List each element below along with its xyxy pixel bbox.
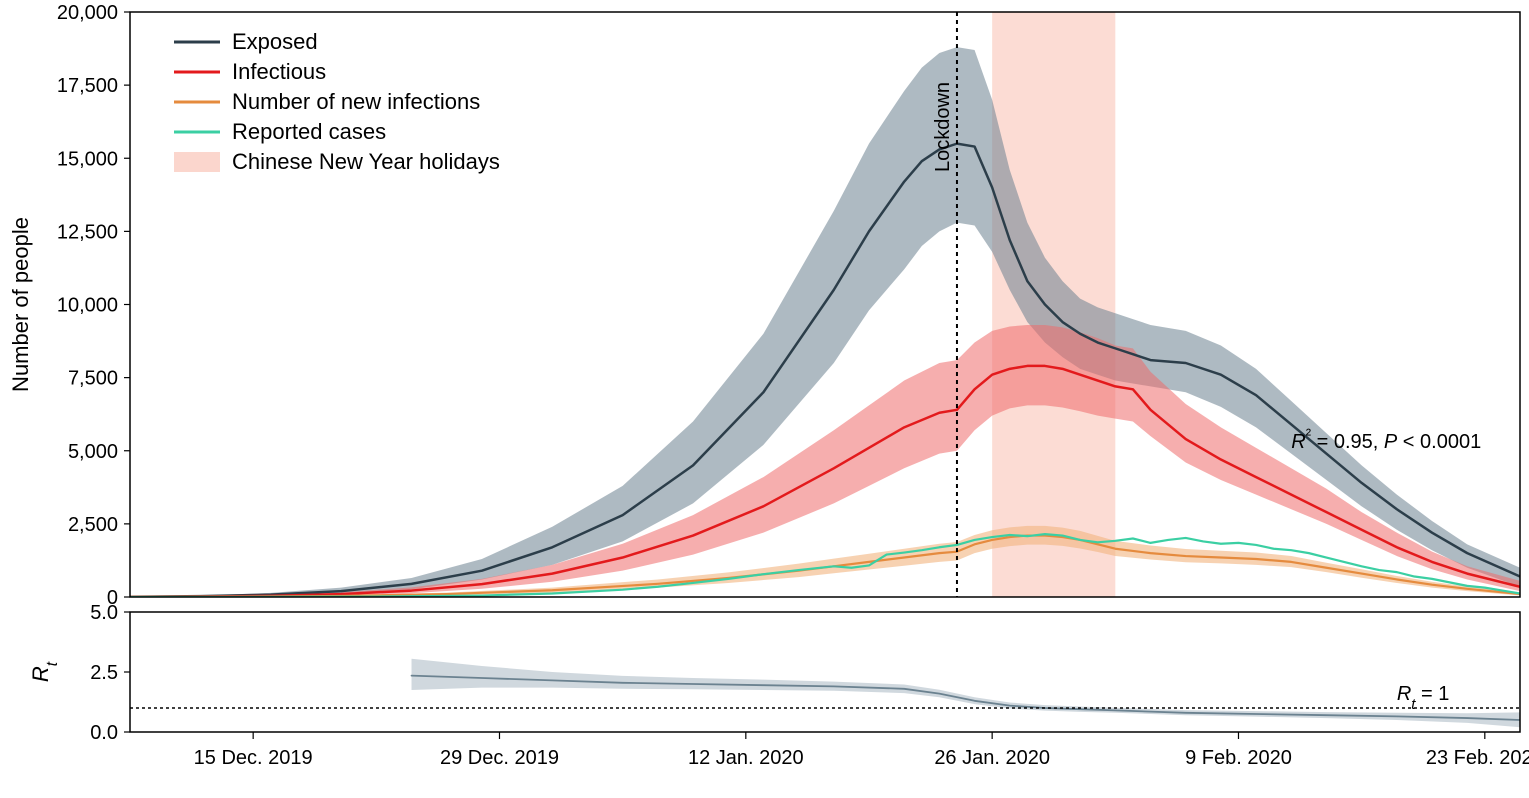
xtick-label: 9 Feb. 2020 (1185, 747, 1292, 769)
x-axis: 15 Dec. 2019 29 Dec. 2019 12 Jan. 2020 26 J… (194, 732, 1529, 769)
ytick-label: 20,000 (57, 2, 118, 24)
ytick-label: 5,000 (68, 441, 118, 463)
chart-svg: Lockdown02,5005,0007,50010,00012,50015,0… (0, 0, 1529, 798)
legend-label: Number of new infections (232, 89, 480, 114)
top-ylabel: Number of people (8, 217, 33, 392)
xtick-label: 15 Dec. 2019 (194, 747, 313, 769)
chart-container: Lockdown02,5005,0007,50010,00012,50015,0… (0, 0, 1529, 798)
stats-annotation: R² = 0.95, P < 0.0001 (1291, 426, 1481, 453)
xtick-label: 12 Jan. 2020 (688, 747, 804, 769)
legend-swatch (174, 152, 220, 172)
top-panel: Lockdown02,5005,0007,50010,00012,50015,0… (8, 2, 1520, 609)
ytick-label: 10,000 (57, 295, 118, 317)
rt-ribbon (412, 659, 1520, 727)
lockdown-label: Lockdown (932, 82, 954, 172)
ytick-label: 15,000 (57, 148, 118, 170)
bottom-ylabel: Rt (28, 661, 61, 682)
legend-label: Chinese New Year holidays (232, 149, 500, 174)
legend-label: Infectious (232, 59, 326, 84)
ytick-label: 2,500 (68, 514, 118, 536)
xtick-label: 23 Feb. 2020 (1426, 747, 1529, 769)
new-infections-ribbon (130, 526, 1520, 597)
legend-label: Reported cases (232, 119, 386, 144)
legend: Exposed Infectious Number of new infection… (174, 29, 500, 174)
xtick-label: 26 Jan. 2020 (934, 747, 1050, 769)
ytick-label: 5.0 (90, 602, 118, 624)
ytick-label: 17,500 (57, 75, 118, 97)
xtick-label: 29 Dec. 2019 (440, 747, 559, 769)
ytick-label: 2.5 (90, 662, 118, 684)
ytick-label: 0.0 (90, 722, 118, 744)
legend-label: Exposed (232, 29, 318, 54)
ytick-label: 7,500 (68, 368, 118, 390)
ytick-label: 12,500 (57, 221, 118, 243)
bottom-panel: Rt = 10.02.55.0Rt (28, 602, 1520, 744)
